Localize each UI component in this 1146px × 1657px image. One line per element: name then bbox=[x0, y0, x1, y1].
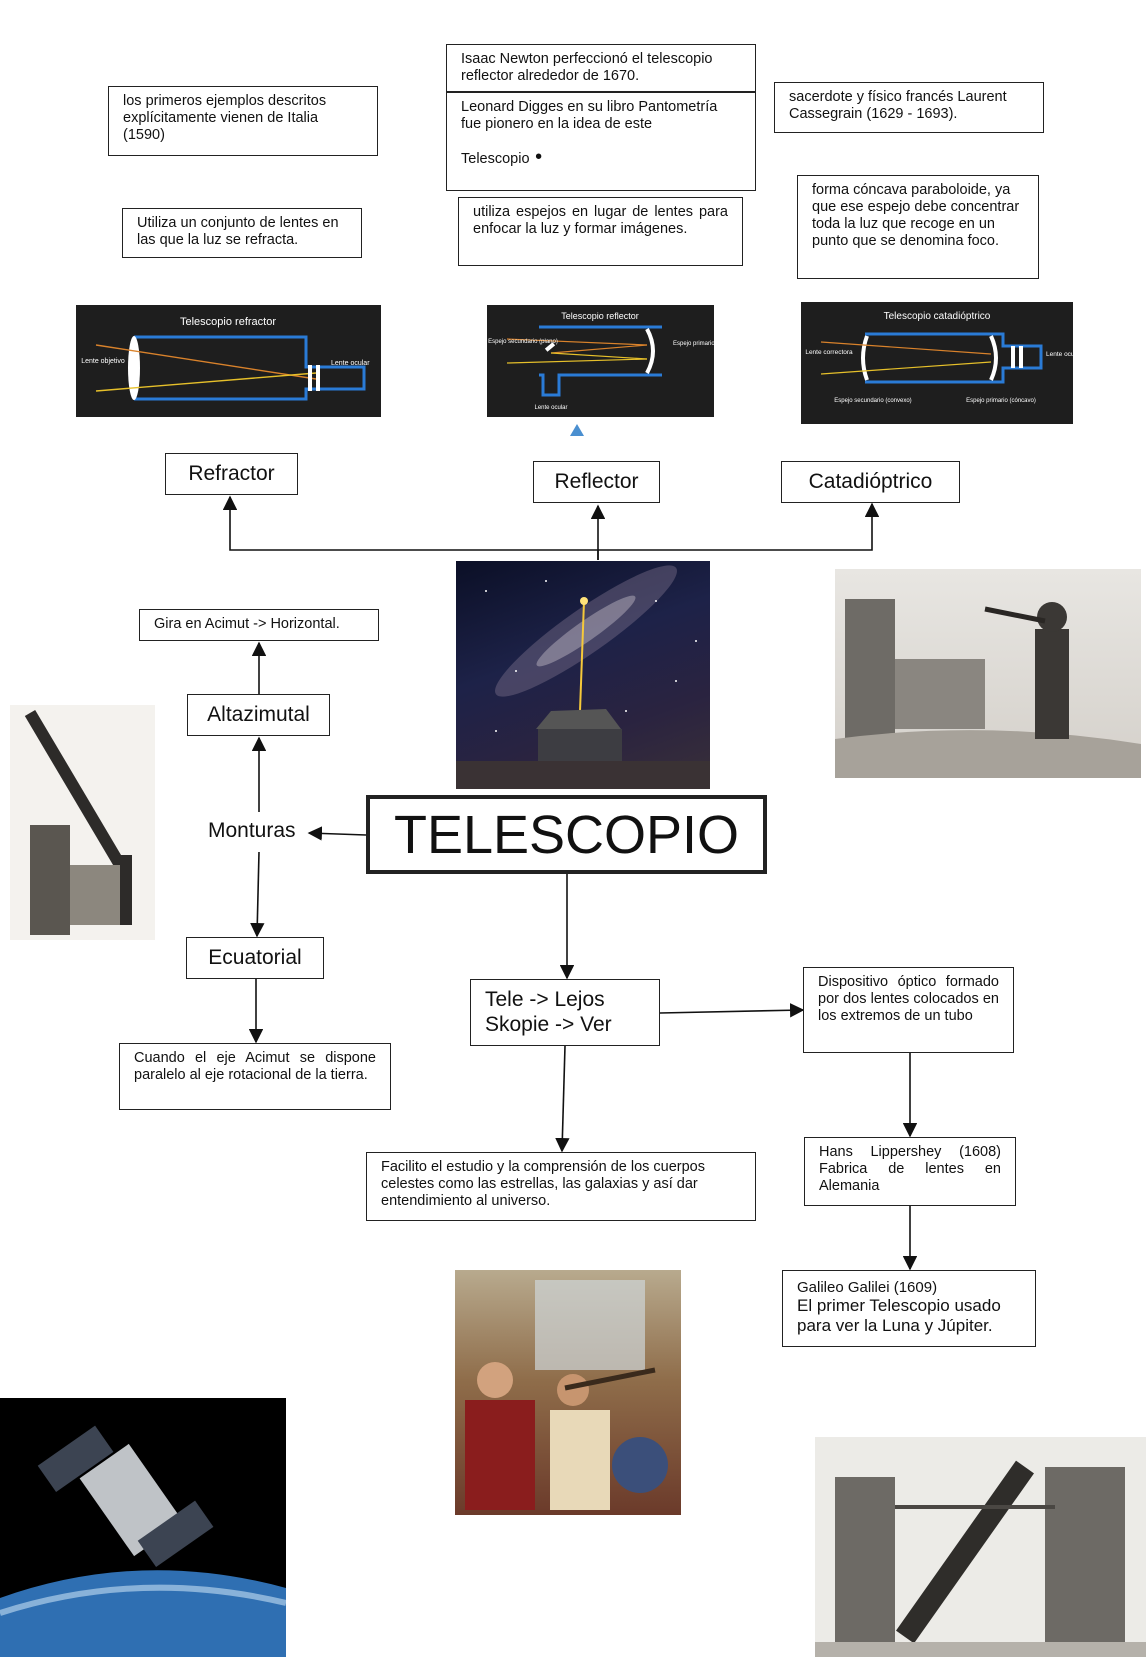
catadioptrico-ocular-label: Lente ocular bbox=[1046, 351, 1073, 358]
catadioptrico-correctora-label: Lente correctora bbox=[805, 349, 853, 356]
etymology-box: Tele -> Lejos Skopie -> Ver bbox=[470, 979, 660, 1046]
hubble-photo bbox=[0, 1398, 286, 1657]
note-espejos-text: utiliza espejos en lugar de lentes para … bbox=[473, 204, 728, 237]
note-cassegrain: sacerdote y físico francés Laurent Casse… bbox=[774, 82, 1044, 133]
refractor-label: Refractor bbox=[165, 453, 298, 495]
note-italia: los primeros ejemplos descritos explícit… bbox=[108, 86, 378, 156]
note-hans: Hans Lippershey (1608) Fabrica de lentes… bbox=[804, 1137, 1016, 1206]
note-concava-text: forma cóncava paraboloide, ya que ese es… bbox=[812, 182, 1020, 249]
refractor-diagram-title: Telescopio refractor bbox=[180, 316, 276, 328]
note-italia-text: los primeros ejemplos descritos explícit… bbox=[123, 93, 327, 143]
note-dispositivo: Dispositivo óptico formado por dos lente… bbox=[803, 967, 1014, 1053]
reflector-label: Reflector bbox=[533, 461, 660, 503]
catadioptrico-secondary-label: Espejo secundario (convexo) bbox=[834, 398, 911, 404]
etymology-tele: Tele -> Lejos bbox=[485, 988, 605, 1011]
engraving-old-telescope bbox=[10, 705, 155, 940]
refractor-lens-label: Lente objetivo bbox=[81, 358, 125, 365]
reflector-label-text: Reflector bbox=[554, 470, 639, 493]
catadioptrico-diagram: Telescopio catadióptrico Lente corrector… bbox=[801, 302, 1073, 424]
altazimutal-label: Altazimutal bbox=[187, 694, 330, 736]
reflector-secondary-label: Espejo secundario (plano) bbox=[488, 339, 558, 345]
note-lentes: Utiliza un conjunto de lentes en las que… bbox=[122, 208, 362, 258]
note-galileo-desc: El primer Telescopio usado para ver la L… bbox=[797, 1296, 1001, 1335]
note-digges-tail: Telescopio bbox=[461, 151, 530, 167]
catadioptrico-diagram-title: Telescopio catadióptrico bbox=[884, 311, 991, 322]
catadioptrico-label: Catadióptrico bbox=[781, 461, 960, 503]
page-title-text: TELESCOPIO bbox=[393, 804, 740, 865]
note-digges: Leonard Digges en su libro Pantometría f… bbox=[446, 92, 756, 191]
refractor-ocular-label: Lente ocular bbox=[331, 360, 370, 367]
reflector-ocular-label: Lente ocular bbox=[534, 405, 567, 411]
refractor-label-text: Refractor bbox=[188, 462, 275, 485]
note-dispositivo-text: Dispositivo óptico formado por dos lente… bbox=[818, 974, 999, 1024]
catadioptrico-primary-label: Espejo primario (cóncavo) bbox=[966, 398, 1036, 404]
page-title: TELESCOPIO bbox=[366, 795, 767, 874]
observatory-photo bbox=[456, 561, 710, 789]
monturas-label: Monturas bbox=[208, 819, 296, 842]
reflector-diagram-title: Telescopio reflector bbox=[561, 311, 639, 321]
catadioptrico-label-text: Catadióptrico bbox=[808, 470, 933, 493]
etymology-skopie: Skopie -> Ver bbox=[485, 1013, 612, 1036]
galileo-painting bbox=[455, 1270, 681, 1515]
engraving-observer bbox=[835, 569, 1141, 778]
reflector-primary-label: Espejo primario (cóncavo) bbox=[673, 341, 714, 347]
note-acimut: Cuando el eje Acimut se dispone paralelo… bbox=[119, 1043, 391, 1110]
ecuatorial-label-text: Ecuatorial bbox=[208, 946, 302, 969]
refractor-diagram: Telescopio refractor Lente objetivo Lent… bbox=[76, 305, 381, 417]
note-gira-text: Gira en Acimut -> Horizontal. bbox=[154, 616, 340, 632]
altazimutal-label-text: Altazimutal bbox=[207, 703, 310, 726]
note-lentes-text: Utiliza un conjunto de lentes en las que… bbox=[137, 215, 339, 248]
note-galileo: Galileo Galilei (1609) El primer Telesco… bbox=[782, 1270, 1036, 1347]
note-acimut-text: Cuando el eje Acimut se dispone paralelo… bbox=[134, 1050, 376, 1083]
note-newton-text: Isaac Newton perfeccionó el telescopio r… bbox=[461, 51, 713, 84]
note-concava: forma cóncava paraboloide, ya que ese es… bbox=[797, 175, 1039, 279]
note-espejos: utiliza espejos en lugar de lentes para … bbox=[458, 197, 743, 266]
note-gira: Gira en Acimut -> Horizontal. bbox=[139, 609, 379, 641]
note-cassegrain-text: sacerdote y físico francés Laurent Casse… bbox=[789, 89, 1007, 122]
note-galileo-year: Galileo Galilei (1609) bbox=[797, 1279, 938, 1296]
note-hans-text: Hans Lippershey (1608) Fabrica de lentes… bbox=[819, 1144, 1001, 1194]
reflector-diagram: Telescopio reflector Espejo secundario (… bbox=[487, 305, 714, 417]
engraving-large-telescope bbox=[815, 1437, 1146, 1657]
note-digges-text: Leonard Digges en su libro Pantometría f… bbox=[461, 99, 718, 132]
note-facilito-text: Facilito el estudio y la comprensión de … bbox=[381, 1159, 705, 1209]
note-facilito: Facilito el estudio y la comprensión de … bbox=[366, 1152, 756, 1221]
note-newton: Isaac Newton perfeccionó el telescopio r… bbox=[446, 44, 756, 92]
ecuatorial-label: Ecuatorial bbox=[186, 937, 324, 979]
